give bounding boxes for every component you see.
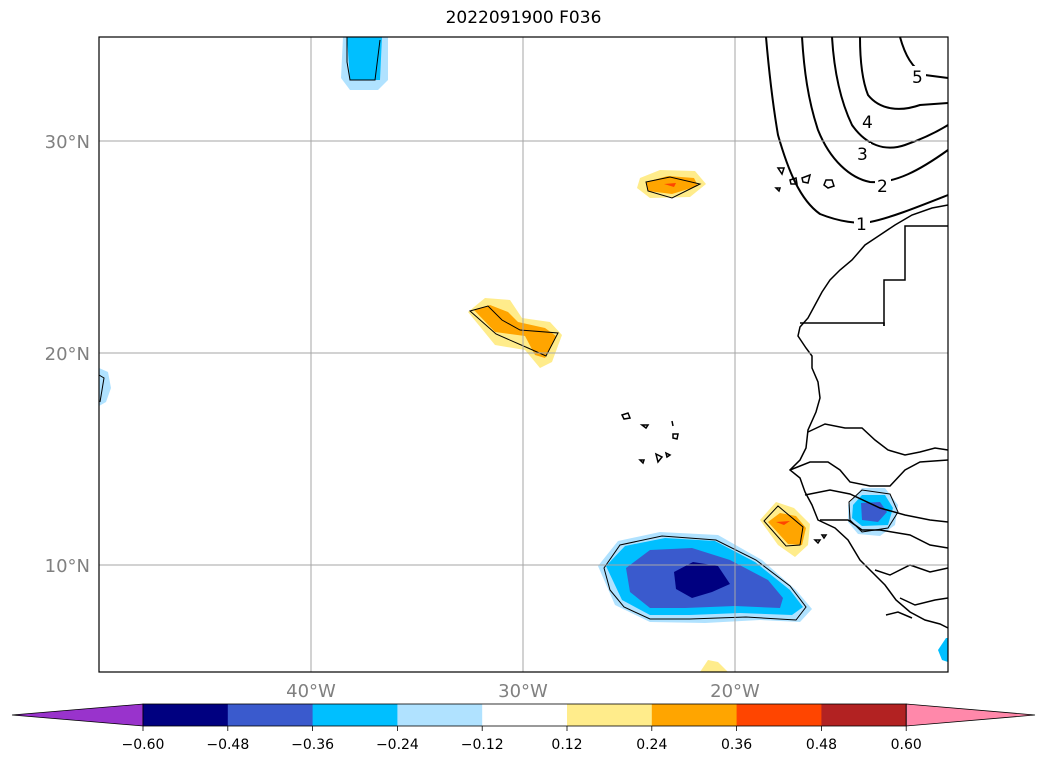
colorbar-tick-label: 0.24 [636,737,667,753]
colorbar-tick-label: 0.48 [806,737,837,753]
colorbar-tick-label: −0.60 [122,737,165,753]
colorbar-segment [821,704,907,726]
colorbar-tick-label: 0.12 [551,737,582,753]
lon-label-20w: 20°W [710,681,760,702]
contour-label-3: 3 [857,145,868,165]
colorbar-segment [312,704,398,726]
map-title: 2022091900 F036 [445,8,602,28]
colorbar-tick-label: −0.36 [291,737,334,753]
lat-label-20n: 20°N [45,344,90,365]
contour-label-2: 2 [877,177,888,197]
colorbar-tick-label: −0.12 [461,737,504,753]
colorbar-outline [142,703,907,727]
contour-label-4: 4 [862,113,873,133]
colorbar-segment [227,704,314,726]
lat-label-30n: 30°N [45,132,90,153]
colorbar-segment [482,704,568,726]
lon-label-30w: 30°W [498,681,548,702]
thick-contours [765,36,949,224]
colorbar-tick-label: −0.48 [206,737,249,753]
colorbar-tick-label: 0.60 [891,737,922,753]
colorbar-segment [397,704,483,726]
colorbar-segment [567,704,653,726]
shaded-field [99,37,948,672]
colorbar-segment [143,704,229,726]
map-border [98,36,949,673]
colorbar-extend-high [905,703,1036,727]
coastline [620,167,949,629]
colorbar-segment [736,704,822,726]
contour-label-5: 5 [912,68,923,88]
gridlines [99,37,948,672]
colorbar-tick-label: −0.24 [376,737,419,753]
lon-label-40w: 40°W [286,681,336,702]
contour-label-1: 1 [856,215,867,235]
colorbar-tick-label: 0.36 [721,737,752,753]
colorbar-extend-low [11,703,144,727]
lat-label-10n: 10°N [45,556,90,577]
colorbar: −0.60 −0.48 −0.36 −0.24 −0.12 0.12 0.24 0.36 0.4… [11,703,1036,753]
colorbar-segment [651,704,738,726]
